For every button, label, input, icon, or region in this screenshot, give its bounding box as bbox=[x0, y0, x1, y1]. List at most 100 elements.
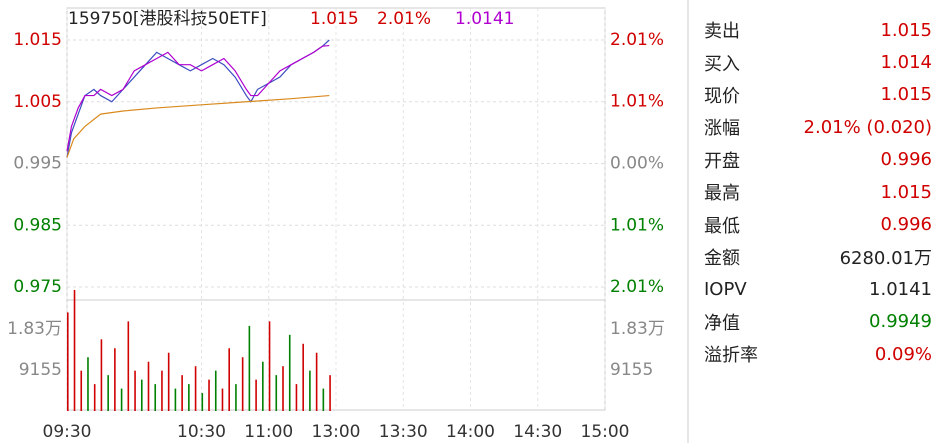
volume-bar bbox=[235, 384, 237, 411]
price-line bbox=[66, 44, 330, 152]
volume-bar bbox=[288, 334, 291, 411]
volume-bar bbox=[248, 325, 251, 411]
y2-tick-label: 2.01% bbox=[610, 277, 664, 297]
price-line bbox=[66, 94, 330, 158]
quote-label: 现价 bbox=[704, 85, 740, 107]
volume-bar bbox=[67, 312, 69, 411]
quote-value: 1.0141 bbox=[869, 278, 932, 300]
volume-bar bbox=[322, 388, 325, 411]
volume-tick-label: 1.83万 bbox=[7, 319, 62, 339]
quote-row: 开盘 0.996 bbox=[704, 144, 932, 176]
volume-bar bbox=[87, 357, 89, 411]
volume-bar bbox=[134, 370, 136, 411]
y2-tick-label: 1.01% bbox=[610, 91, 664, 111]
x-tick-label: 13:30 bbox=[379, 422, 428, 442]
volume-tick-label: 9155 bbox=[610, 360, 653, 380]
quote-label: 涨幅 bbox=[704, 118, 740, 140]
volume-bar bbox=[73, 290, 76, 411]
quote-row: 卖出 1.015 bbox=[704, 14, 932, 46]
quote-value: 1.015 bbox=[880, 181, 932, 203]
volume-bar bbox=[295, 384, 298, 411]
x-tick-label: 14:00 bbox=[446, 422, 495, 442]
volume-bar bbox=[93, 384, 96, 411]
x-tick-label: 10:30 bbox=[177, 422, 226, 442]
y2-tick-label: 1.01% bbox=[610, 216, 664, 236]
y2-tick-label: 2.01% bbox=[610, 30, 664, 50]
volume-bar bbox=[140, 379, 143, 411]
quote-value: 1.015 bbox=[880, 84, 932, 106]
volume-bar bbox=[302, 343, 304, 411]
volume-bar bbox=[188, 384, 190, 411]
volume-bar bbox=[107, 375, 109, 411]
chart: 159750[港股科技50ETF] 1.015 2.01% 1.0141 1.0… bbox=[7, 0, 689, 443]
x-tick-label: 09:30 bbox=[43, 422, 92, 442]
volume-bar bbox=[80, 370, 83, 411]
quote-value: 0.996 bbox=[880, 214, 932, 236]
volume-bar bbox=[309, 370, 311, 411]
x-tick-label: 14:30 bbox=[513, 422, 562, 442]
volume-bar bbox=[241, 357, 244, 411]
change-annotation: 2.01% bbox=[377, 9, 431, 29]
volume-bar bbox=[262, 361, 264, 411]
y-tick-label: 0.995 bbox=[13, 154, 62, 174]
volume-bar bbox=[174, 388, 177, 411]
y-tick-label: 0.985 bbox=[13, 215, 62, 235]
volume-bar bbox=[100, 339, 103, 411]
volume-bar bbox=[167, 352, 170, 411]
quote-row: IOPV 1.0141 bbox=[704, 273, 932, 305]
quote-row: 涨幅 2.01% (0.020) bbox=[704, 111, 932, 143]
y-tick-label: 1.005 bbox=[13, 92, 62, 112]
quote-value: 6280.01万 bbox=[839, 247, 932, 269]
volume-bar bbox=[201, 393, 204, 411]
quote-value: 0.9949 bbox=[869, 311, 932, 333]
chart-title: 159750[港股科技50ETF] bbox=[68, 9, 267, 29]
quote-panel: 卖出 1.015 买入 1.014 现价 1.015 涨幅 2.01% (0.020) 开盘 0.… bbox=[704, 14, 932, 370]
x-tick-label: 13:00 bbox=[312, 422, 361, 442]
quote-label: 最低 bbox=[704, 215, 740, 237]
volume-bar bbox=[275, 375, 278, 411]
volume-bar bbox=[127, 321, 130, 411]
y-tick-label: 1.015 bbox=[13, 30, 62, 50]
quote-row: 金额 6280.01万 bbox=[704, 241, 932, 273]
quote-row: 现价 1.015 bbox=[704, 79, 932, 111]
quote-label: 净值 bbox=[704, 312, 740, 334]
quote-value: 1.014 bbox=[880, 52, 932, 74]
quote-label: 开盘 bbox=[704, 150, 740, 172]
price-annotation: 1.015 bbox=[310, 9, 359, 29]
x-tick-label: 15:00 bbox=[581, 422, 630, 442]
volume-bar bbox=[194, 366, 197, 411]
y2-tick-label: 0.00% bbox=[610, 154, 664, 174]
volume-bar bbox=[181, 375, 183, 411]
volume-bar bbox=[228, 348, 230, 411]
quote-value: 1.015 bbox=[880, 19, 932, 41]
quote-row: 最高 1.015 bbox=[704, 176, 932, 208]
volume-bar bbox=[268, 321, 271, 411]
volume-bar bbox=[208, 379, 210, 411]
quote-label: 溢折率 bbox=[704, 345, 758, 367]
volume-bar bbox=[147, 361, 150, 411]
volume-tick-label: 9155 bbox=[19, 360, 62, 380]
quote-row: 溢折率 0.09% bbox=[704, 338, 932, 370]
volume-bar bbox=[329, 375, 331, 411]
volume-bar bbox=[114, 348, 116, 411]
quote-row: 买入 1.014 bbox=[704, 46, 932, 78]
quote-value: 0.996 bbox=[880, 149, 932, 171]
quote-label: IOPV bbox=[704, 278, 747, 300]
volume-bar bbox=[282, 366, 284, 411]
quote-label: 买入 bbox=[704, 53, 740, 75]
volume-bar bbox=[214, 370, 217, 411]
quote-label: 卖出 bbox=[704, 21, 740, 43]
volume-bar bbox=[255, 379, 257, 411]
quote-value: 0.09% bbox=[874, 343, 932, 365]
quote-row: 最低 0.996 bbox=[704, 208, 932, 240]
iopv-annotation: 1.0141 bbox=[455, 9, 514, 29]
y-tick-label: 0.975 bbox=[13, 277, 62, 297]
volume-bar bbox=[221, 388, 224, 411]
quote-value: 2.01% (0.020) bbox=[803, 116, 932, 138]
volume-bar bbox=[120, 388, 123, 411]
quote-label: 最高 bbox=[704, 183, 740, 205]
volume-bar bbox=[315, 352, 318, 411]
x-tick-label: 11:00 bbox=[244, 422, 293, 442]
quote-label: 金额 bbox=[704, 247, 740, 269]
